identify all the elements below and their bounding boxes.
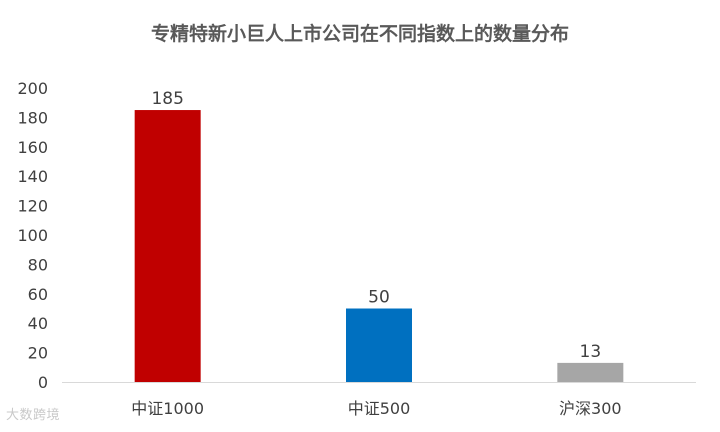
- data-label: 13: [580, 342, 602, 362]
- bar: [557, 362, 624, 382]
- y-tick-label: 120: [17, 197, 48, 216]
- y-tick-label: 100: [17, 226, 48, 245]
- data-label: 50: [368, 288, 390, 308]
- category-label: 沪深300: [559, 399, 622, 418]
- x-axis: 中证1000 中证500 沪深300: [62, 382, 696, 418]
- category-label: 中证500: [348, 399, 411, 418]
- bar: [134, 110, 201, 383]
- y-tick-label: 20: [28, 344, 48, 363]
- watermark: 大数跨境: [6, 404, 60, 423]
- chart-title: 专精特新小巨人上市公司在不同指数上的数量分布: [151, 22, 569, 45]
- data-labels: 185 50 13: [151, 89, 601, 362]
- y-tick-label: 40: [28, 314, 48, 333]
- y-tick-label: 200: [17, 79, 48, 98]
- y-axis: 0 20 40 60 80 100 120 140 160 180 200: [17, 79, 48, 392]
- bar: [346, 308, 412, 382]
- data-label: 185: [151, 89, 183, 109]
- y-tick-label: 60: [28, 285, 48, 304]
- y-tick-label: 180: [17, 108, 48, 127]
- y-tick-label: 0: [38, 373, 48, 392]
- y-tick-label: 80: [28, 255, 48, 274]
- watermark-text: 大数跨境: [6, 408, 61, 423]
- y-tick-label: 160: [17, 138, 48, 157]
- category-label: 中证1000: [131, 399, 204, 418]
- y-tick-label: 140: [17, 167, 48, 186]
- bars: [134, 110, 624, 383]
